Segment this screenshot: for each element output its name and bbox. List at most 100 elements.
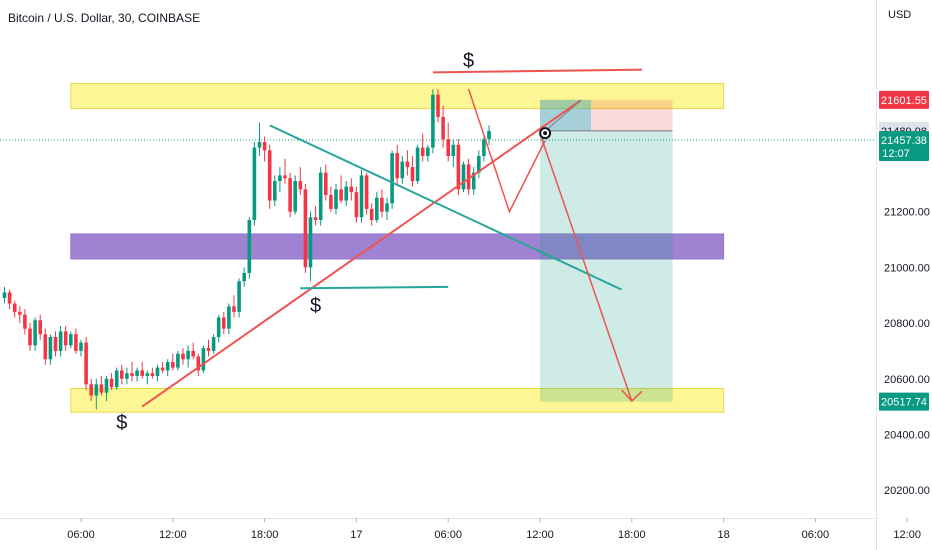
candle: [247, 217, 252, 279]
candle: [28, 323, 32, 351]
candle-body: [482, 139, 486, 156]
candle-body: [201, 348, 206, 371]
candle: [395, 144, 399, 184]
price-badge-countdown: 12:07: [882, 148, 910, 160]
price-badge: [879, 90, 929, 109]
time-tick-label: 17: [350, 529, 362, 541]
candle: [252, 142, 257, 226]
candle-body: [329, 194, 333, 209]
candle: [385, 197, 389, 221]
candle-body: [99, 384, 104, 393]
take-profit-zone: [540, 130, 673, 402]
price-tick-label: 20800.00: [884, 318, 930, 330]
chart-title: Bitcoin / U.S. Dollar, 30, COINBASE: [8, 11, 201, 25]
candle-body: [171, 362, 175, 368]
candle-body: [405, 161, 410, 168]
candle-body: [216, 317, 221, 337]
price-axis-area: [876, 0, 932, 550]
candle: [354, 186, 359, 223]
candle: [140, 362, 144, 379]
candle-body: [324, 172, 328, 195]
candle-body: [446, 139, 450, 156]
candle: [237, 278, 241, 318]
price-badge: [879, 392, 929, 411]
price-axis-unit: USD: [888, 9, 912, 21]
support-zone-low: [70, 388, 725, 413]
candle-body: [181, 353, 185, 360]
candle-body: [431, 94, 435, 148]
candle: [431, 89, 435, 154]
candle: [201, 345, 206, 374]
candle: [410, 155, 415, 187]
candle-body: [222, 317, 226, 329]
candle-body: [466, 164, 471, 190]
candle: [436, 89, 440, 123]
candle-body: [278, 175, 282, 182]
candle: [79, 339, 83, 357]
candle: [273, 175, 277, 207]
candle-body: [349, 186, 354, 193]
candle: [216, 314, 221, 343]
candle: [99, 375, 104, 396]
time-tick-label: 18:00: [618, 529, 646, 541]
candle-body: [38, 320, 42, 335]
candle: [74, 328, 78, 354]
candle-body: [375, 197, 379, 221]
candle: [329, 186, 333, 212]
candle-body: [7, 292, 12, 304]
time-tick-label: 06:00: [802, 529, 830, 541]
candle-body: [79, 342, 83, 351]
candle: [2, 286, 7, 304]
candle: [160, 362, 165, 374]
candle-body: [145, 373, 150, 376]
candle: [150, 367, 155, 379]
candle: [339, 175, 343, 204]
candle-body: [441, 116, 445, 140]
candle-body: [18, 311, 22, 315]
candle-body: [150, 373, 155, 376]
candle-body: [165, 362, 170, 371]
time-tick-label: 12:00: [893, 529, 921, 541]
entry-zone: [540, 99, 591, 131]
candle-body: [400, 161, 405, 179]
candle: [293, 175, 297, 215]
candle: [477, 150, 481, 179]
support-zone-mid: [70, 233, 725, 260]
candle-body: [104, 378, 109, 393]
candle-body: [109, 378, 114, 388]
candle: [334, 183, 338, 215]
time-tick-label: 18: [717, 529, 729, 541]
time-tick-label: 06:00: [434, 529, 462, 541]
candle-body: [48, 336, 53, 360]
candle-body: [186, 350, 190, 360]
candle: [135, 367, 139, 382]
candle: [308, 211, 313, 282]
candle: [390, 150, 394, 209]
candle: [104, 375, 109, 402]
candle: [466, 158, 471, 195]
candle: [63, 325, 68, 351]
candle-body: [385, 203, 389, 212]
candle: [222, 311, 226, 335]
candle-body: [456, 144, 461, 190]
candle-body: [89, 384, 93, 396]
candle-body: [359, 175, 364, 218]
candle: [380, 189, 384, 218]
v-pattern-line: [467, 88, 546, 214]
candle-body: [58, 331, 63, 351]
candle-body: [69, 334, 73, 346]
candle-body: [369, 208, 374, 221]
candle: [375, 192, 379, 223]
candle: [451, 139, 456, 168]
candle-body: [125, 373, 129, 379]
candle: [186, 345, 190, 368]
candle: [58, 325, 63, 357]
candle: [426, 144, 430, 162]
candle-body: [43, 334, 48, 360]
candle-body: [354, 192, 359, 218]
candle-body: [12, 303, 17, 312]
candle-body: [303, 189, 308, 268]
candle: [364, 172, 369, 215]
time-tick-label: 12:00: [159, 529, 187, 541]
